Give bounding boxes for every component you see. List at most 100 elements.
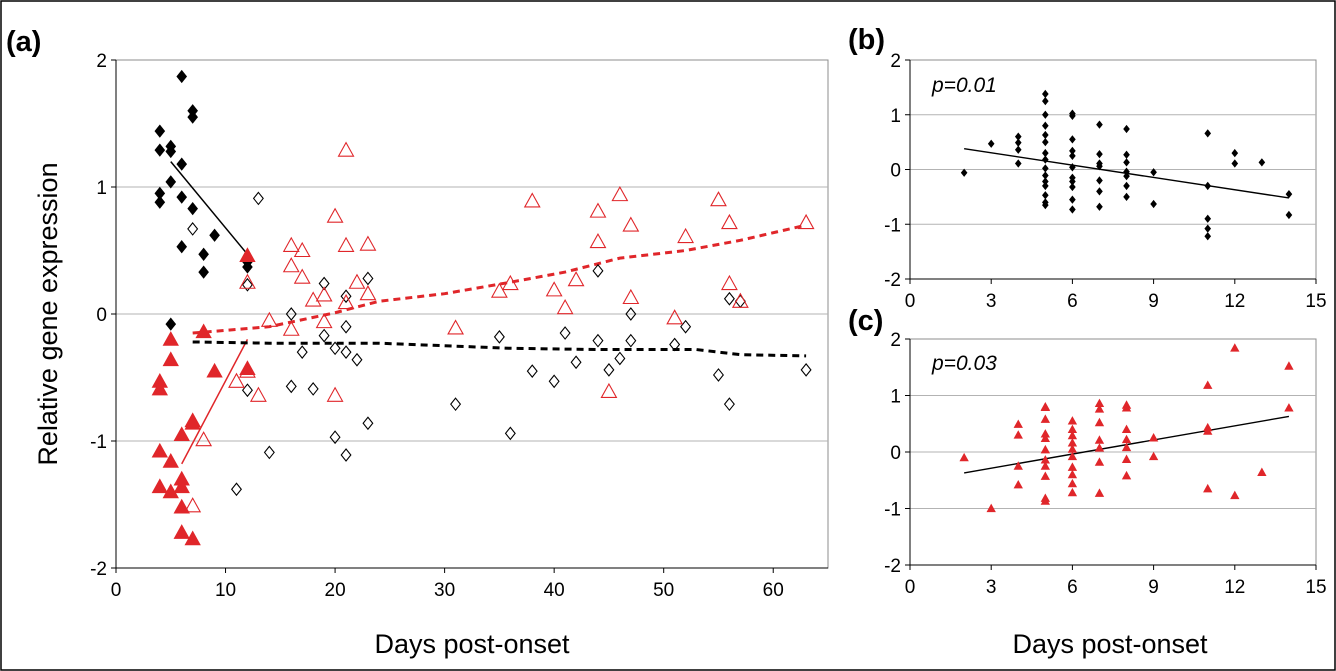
b-y-tick-label: -2 xyxy=(884,270,901,291)
c-y-tick-label: -1 xyxy=(884,500,901,521)
panel-a-diamond-open-point xyxy=(187,222,199,236)
panel-b-point xyxy=(987,139,995,148)
panel-b-point xyxy=(1123,158,1130,167)
panel-b-point xyxy=(1042,200,1049,210)
panel-a-diamond-open-point xyxy=(340,289,352,304)
panel-b-point xyxy=(1014,145,1022,154)
panel-a-diamond-open-point xyxy=(241,383,253,398)
a-y-tick-label: -1 xyxy=(90,432,107,453)
c-x-tick-label: 6 xyxy=(1067,577,1078,598)
panel-c-point xyxy=(1040,433,1051,443)
panel-a-triangle-filled-point xyxy=(173,478,190,494)
b-x-tick-label: 12 xyxy=(1224,291,1245,312)
panel-a-x-axis-title: Days post-onset xyxy=(374,629,570,659)
panel-a-diamond-open-point xyxy=(340,448,352,462)
panel-c-point xyxy=(1013,419,1023,428)
panel-a-triangle-open-point xyxy=(282,236,300,252)
panel-b-label: (b) xyxy=(848,24,885,56)
panel-a-diamond-filled-point xyxy=(209,228,220,242)
panel-c-point xyxy=(1040,471,1051,480)
panel-a-triangle-filled-point xyxy=(162,483,179,499)
b-x-tick-label: 6 xyxy=(1067,291,1078,312)
panel-a-diamond-filled-point xyxy=(165,317,177,331)
panel-a-triangle-open-point xyxy=(228,372,245,388)
panel-a-diamond-open-point xyxy=(712,368,724,382)
panel-a-triangle-open-point xyxy=(523,192,541,208)
panel-b-point xyxy=(1285,189,1293,199)
panel-c-point xyxy=(1067,416,1078,425)
panel-a-diamond-open-point xyxy=(570,355,582,370)
panel-a-triangle-open-point xyxy=(359,235,377,251)
panel-a-solid-trendline xyxy=(181,339,249,465)
panel-a-triangle-open-point xyxy=(326,386,344,402)
a-y-tick-label: 2 xyxy=(96,51,107,72)
panel-b-p-value: p=0.01 xyxy=(931,74,997,97)
panel-a-triangle-open-point xyxy=(720,274,738,291)
b-x-tick-label: 3 xyxy=(986,291,997,312)
b-y-tick-label: 2 xyxy=(890,51,901,72)
panel-c-point xyxy=(1013,461,1023,470)
panel-a-diamond-open-point xyxy=(669,337,681,352)
panel-b-point xyxy=(1069,182,1076,192)
panel-a-y-ticks: -2 -1 0 1 2 xyxy=(90,51,116,580)
panel-a-diamond-open-point xyxy=(263,445,275,460)
b-x-tick-label: 9 xyxy=(1148,291,1159,312)
panel-c-point xyxy=(1121,424,1132,434)
panel-b-point xyxy=(1123,171,1130,181)
panel-a-diamond-filled-point xyxy=(187,110,198,124)
panel-c-point xyxy=(1230,490,1240,500)
panel-a-triangle-filled-point xyxy=(184,530,201,546)
panel-a-triangle-filled-point xyxy=(151,442,168,458)
panel-a-solid-trendline xyxy=(170,161,249,255)
b-x-tick-label: 15 xyxy=(1305,291,1326,312)
panel-c-x-axis-title: Days post-onset xyxy=(1012,629,1208,659)
panel-a-diamond-filled-point xyxy=(198,247,209,261)
panel-b-point xyxy=(1042,110,1049,119)
panel-a-triangle-filled-point xyxy=(239,247,256,262)
panel-a-diamond-open-point xyxy=(800,362,812,377)
panel-a-diamond-filled-point xyxy=(165,175,177,189)
panel-c-point xyxy=(1203,380,1213,389)
b-y-tick-label: -1 xyxy=(884,215,901,236)
panel-c-p-value: p=0.03 xyxy=(931,352,997,375)
panel-c-point xyxy=(1094,488,1105,497)
panel-c-point xyxy=(1284,403,1294,412)
panel-a-diamond-open-point xyxy=(318,328,330,343)
panel-c-x-ticks: 0 3 6 9 12 15 xyxy=(905,565,1327,598)
panel-a-diamond-open-point xyxy=(296,345,308,359)
panel-b-point xyxy=(1204,224,1212,233)
panel-a-triangle-open-point xyxy=(447,319,465,335)
panel-c-gridlines xyxy=(909,339,1316,566)
panel-a-diamond-filled-point xyxy=(154,143,166,157)
panel-a-points xyxy=(151,69,815,546)
panel-a-diamond-filled-point xyxy=(176,240,188,254)
panel-c-point xyxy=(1121,403,1132,412)
c-x-tick-label: 9 xyxy=(1148,577,1159,598)
panel-c-point xyxy=(986,503,996,513)
panel-a-triangle-open-point xyxy=(282,320,300,336)
panel-b-point xyxy=(1069,135,1076,144)
panel-a-diamond-filled-point xyxy=(176,190,188,204)
panel-a-diamond-open-point xyxy=(230,482,242,497)
panel-c-y-ticks: -2 -1 0 1 2 xyxy=(884,330,910,577)
panel-a-diamond-open-point xyxy=(625,333,637,348)
panel-b-point xyxy=(1042,96,1049,106)
panel-a-label: (a) xyxy=(6,26,41,58)
panel-a-triangle-open-point xyxy=(315,286,333,302)
panel-a-diamond-open-point xyxy=(493,329,505,344)
panel-c-point xyxy=(1094,443,1105,452)
panel-a-dashed-trendline xyxy=(192,223,807,335)
panel-c-point xyxy=(1094,417,1105,427)
c-y-tick-label: 2 xyxy=(890,330,901,351)
b-x-tick-label: 0 xyxy=(905,291,916,312)
panel-a-diamond-open-point xyxy=(285,307,297,321)
panel-a-triangle-open-point xyxy=(677,227,695,244)
panel-b-point xyxy=(1231,148,1239,158)
panel-a-triangle-filled-point xyxy=(151,478,168,494)
panel-a-triangle-open-point xyxy=(326,207,344,223)
panel-c-point xyxy=(1067,469,1078,479)
panel-a-triangle-open-point xyxy=(282,257,300,273)
panel-b-point xyxy=(1231,159,1239,168)
a-y-tick-label: 1 xyxy=(96,178,107,199)
